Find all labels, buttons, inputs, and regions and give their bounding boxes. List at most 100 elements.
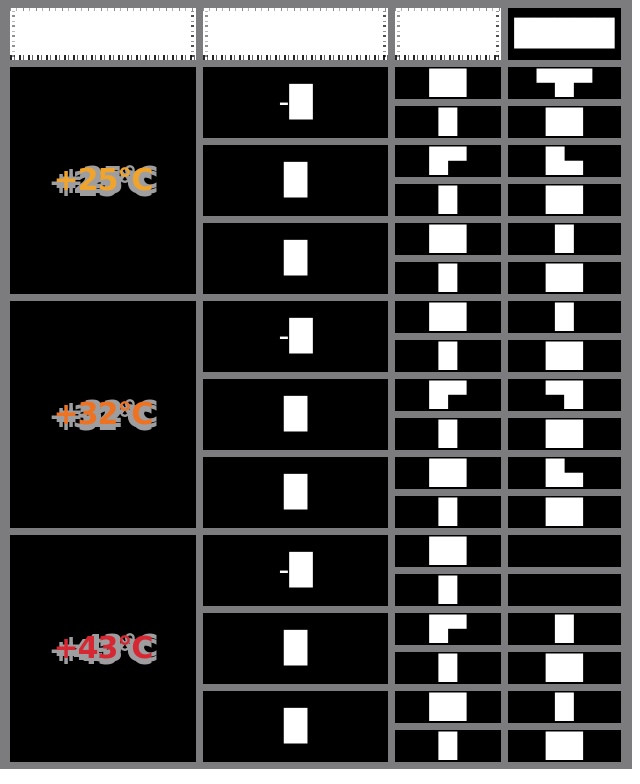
value-cell: █	[395, 106, 501, 138]
cell-blob: █	[555, 693, 574, 721]
header-cell-4-blob: █████	[514, 19, 615, 49]
cell-blob: █	[555, 225, 574, 253]
cell-blob: █	[438, 264, 458, 292]
cell-blob: -█	[278, 318, 313, 354]
cell-blob: █▀	[429, 381, 467, 409]
value-cell-empty	[508, 574, 621, 606]
param-cell: █	[203, 223, 388, 294]
cell-blob: ██	[429, 303, 467, 331]
cell-blob: █	[438, 654, 458, 682]
cell-blob: █	[283, 630, 308, 666]
value-cell: ██	[508, 418, 621, 450]
value-cell: ██	[508, 184, 621, 216]
cell-blob: ██	[546, 186, 583, 214]
temperature-cell-25c: +25°C	[10, 67, 196, 294]
cell-blob: ██	[546, 420, 583, 448]
value-cell: █▀	[395, 145, 501, 177]
value-cell: █	[395, 574, 501, 606]
cell-blob: █	[555, 303, 574, 331]
cell-blob: █	[438, 732, 458, 760]
value-cell: ██	[395, 691, 501, 723]
param-cell: -█	[203, 535, 388, 606]
cell-blob: █	[283, 240, 308, 276]
cell-blob: █	[283, 396, 308, 432]
header-cell-4: █████	[508, 8, 621, 60]
value-cell: ██	[508, 340, 621, 372]
value-cell: █	[395, 418, 501, 450]
cell-blob: █	[438, 576, 458, 604]
value-cell: █▀	[395, 613, 501, 645]
temperature-label-25c: +25°C	[53, 162, 154, 198]
param-cell: █	[203, 145, 388, 216]
cell-blob: ██	[429, 459, 467, 487]
header-cell-1	[10, 8, 196, 60]
value-cell: █	[508, 613, 621, 645]
value-cell: ██	[508, 262, 621, 294]
temperature-label-43c: +43°C	[53, 630, 154, 666]
cell-blob: █▄	[546, 147, 583, 175]
param-cell: -█	[203, 67, 388, 138]
cell-blob: ██	[429, 225, 467, 253]
param-cell: █	[203, 691, 388, 762]
value-cell-empty	[508, 535, 621, 567]
cell-blob: ██	[429, 693, 467, 721]
param-cell: █	[203, 457, 388, 528]
value-cell: ▀█	[508, 379, 621, 411]
cell-blob: ▀█▀	[536, 69, 593, 97]
cell-blob: ██	[546, 498, 583, 526]
temperature-cell-43c: +43°C	[10, 535, 196, 762]
param-cell: █	[203, 613, 388, 684]
value-cell: ██	[508, 652, 621, 684]
cell-blob: █	[283, 162, 308, 198]
value-cell: █	[508, 223, 621, 255]
value-cell: ██	[395, 67, 501, 99]
cell-blob: ██	[546, 732, 583, 760]
cell-blob: █	[438, 420, 458, 448]
value-cell: █	[508, 301, 621, 333]
param-cell: █	[203, 379, 388, 450]
param-cell: -█	[203, 301, 388, 372]
cell-blob: █▄	[546, 459, 583, 487]
cell-blob: █▀	[429, 615, 467, 643]
header-cell-3	[395, 8, 501, 60]
value-cell: █	[395, 652, 501, 684]
value-cell: ██	[395, 535, 501, 567]
cell-blob: ██	[546, 108, 583, 136]
value-cell: █▀	[395, 379, 501, 411]
cell-blob: -█	[278, 552, 313, 588]
value-cell: ██	[508, 496, 621, 528]
value-cell: █	[508, 691, 621, 723]
temperature-cell-32c: +32°C	[10, 301, 196, 528]
cell-blob: █	[283, 708, 308, 744]
temperature-label-32c: +32°C	[53, 396, 154, 432]
value-cell: █	[395, 184, 501, 216]
cell-blob: ██	[546, 264, 583, 292]
cell-blob: █	[438, 498, 458, 526]
cell-blob: ██	[429, 69, 467, 97]
cell-blob: ██	[546, 654, 583, 682]
cell-blob: █	[283, 474, 308, 510]
temperature-test-table: █████ +25°C -█ ██ ▀█▀ █ ██ █ █▀ █▄ █ ██ …	[0, 0, 632, 769]
cell-blob: █	[438, 108, 458, 136]
value-cell: █	[395, 496, 501, 528]
cell-blob: -█	[278, 84, 313, 120]
cell-blob: ██	[429, 537, 467, 565]
value-cell: ██	[395, 301, 501, 333]
cell-blob: ██	[546, 342, 583, 370]
value-cell: █▄	[508, 145, 621, 177]
cell-blob: █	[438, 342, 458, 370]
cell-blob: █▀	[429, 147, 467, 175]
value-cell: █	[395, 340, 501, 372]
cell-blob: █	[438, 186, 458, 214]
value-cell: █	[395, 730, 501, 762]
header-cell-2	[203, 8, 388, 60]
value-cell: ██	[508, 730, 621, 762]
value-cell: ██	[395, 223, 501, 255]
value-cell: ██	[508, 106, 621, 138]
value-cell: ▀█▀	[508, 67, 621, 99]
value-cell: █▄	[508, 457, 621, 489]
value-cell: ██	[395, 457, 501, 489]
cell-blob: █	[555, 615, 574, 643]
value-cell: █	[395, 262, 501, 294]
cell-blob: ▀█	[546, 381, 583, 409]
